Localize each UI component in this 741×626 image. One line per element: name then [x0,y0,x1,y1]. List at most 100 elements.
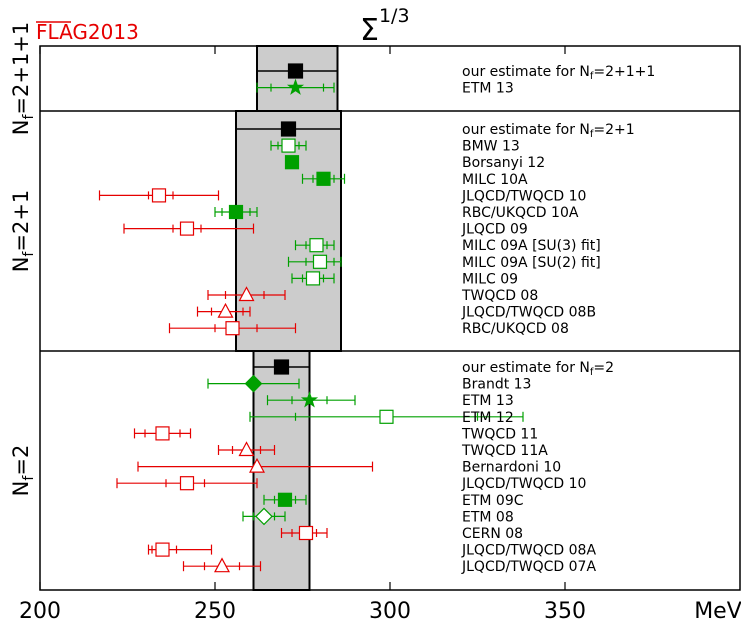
row-label: ETM 12 [462,410,514,426]
row-label-main: JLQCD/TWQCD 10 [461,188,586,204]
data-marks [98,63,524,573]
data-point [298,525,314,541]
data-point [228,204,244,220]
data-point [155,542,170,557]
data-point [217,302,234,318]
data-point [255,507,273,526]
data-point [155,426,170,441]
row-label: MILC 09 [462,271,518,287]
row-label: JLQCD/TWQCD 10 [461,476,586,492]
row-label-sub: f [590,71,594,82]
row-label: Brandt 13 [462,377,531,393]
data-point [281,138,296,153]
row-label-main: ETM 08 [462,509,514,525]
data-point [284,155,300,170]
row-label-rest: =2+1+1 [593,64,655,80]
row-label-main: JLQCD/TWQCD 08A [461,543,596,559]
chart-title: Σ1/3 [360,5,410,48]
x-tick-label: 250 [194,599,236,624]
row-label: JLQCD/TWQCD 08A [461,543,596,559]
row-label-main: MILC 10A [462,172,528,188]
row-label-main: JLQCD/TWQCD 10 [461,476,586,492]
row-label: JLQCD/TWQCD 07A [461,559,596,575]
row-label-main: RBC/UKQCD 10A [462,205,579,221]
row-label: TWQCD 08 [461,288,538,304]
data-point [316,171,331,186]
row-label: JLQCD 09 [461,222,528,238]
data-point [286,78,305,95]
group-label-main: N [9,481,33,497]
row-label-main: Bernardoni 10 [462,460,561,476]
row-label: CERN 08 [462,526,523,542]
data-point [151,188,167,203]
row-label: MILC 10A [462,172,528,188]
row-label-main: TWQCD 11 [461,426,538,442]
group-label-sub: f [21,251,37,257]
row-label: TWQCD 11A [461,443,548,459]
group-label-rest: =2 [9,445,33,476]
group-label: Nf=2+1 [9,190,37,273]
row-label: TWQCD 11 [461,426,538,442]
row-label-main: Borsanyi 12 [462,155,545,171]
row-label-main: MILC 09A [SU(2) fit] [462,255,601,271]
data-point [287,63,304,79]
group-label-sub: f [21,114,37,120]
x-tick-label: 300 [369,599,411,624]
plot-frame [39,45,741,591]
row-label: JLQCD/TWQCD 10 [461,188,586,204]
data-point [179,221,195,236]
row-label: RBC/UKQCD 10A [462,205,579,221]
row-label: MILC 09A [SU(2) fit] [462,255,601,271]
row-label: Bernardoni 10 [462,460,561,476]
row-label-main: Brandt 13 [462,377,531,393]
group-label-main: N [9,120,33,136]
row-label: ETM 13 [462,81,514,97]
row-label-main: ETM 13 [462,81,514,97]
data-point [238,286,255,302]
row-label: Borsanyi 12 [462,155,545,171]
chart-title-sup: 1/3 [379,5,410,27]
row-label: RBC/UKQCD 08 [462,321,569,337]
row-label-main: JLQCD 09 [461,222,528,238]
row-label: our estimate for Nf=2 [462,360,614,378]
row-label-main: our estimate for N [462,360,590,376]
row-label: our estimate for Nf=2+1 [462,122,635,140]
row-label-main: ETM 09C [462,493,524,509]
row-label: BMW 13 [462,139,520,155]
data-point [213,557,231,573]
group-label-sub: f [21,475,37,481]
row-label-sub: f [590,367,594,378]
group-label: Nf=2 [9,445,37,497]
flag-logo: FLAG2013 [36,20,139,44]
row-label: our estimate for Nf=2+1+1 [462,64,655,82]
row-label-main: ETM 13 [462,393,514,409]
data-point [300,391,319,408]
row-label-main: JLQCD/TWQCD 07A [461,559,596,575]
group-label: Nf=2+1+1 [9,22,37,136]
row-label-main: MILC 09 [462,271,518,287]
data-point [280,121,297,137]
data-point [273,359,290,375]
x-unit-label: MeV [694,599,741,624]
row-label-main: TWQCD 11A [461,443,548,459]
row-label: MILC 09A [SU(3) fit] [462,238,601,254]
row-label-main: ETM 12 [462,410,514,426]
row-label-main: MILC 09A [SU(3) fit] [462,238,601,254]
group-label-rest: =2+1 [9,190,33,252]
data-point [309,238,324,253]
data-point [244,374,263,393]
row-label-sub: f [590,129,594,140]
row-label-main: our estimate for N [462,64,590,80]
chart-title-base: Σ [360,13,379,48]
group-label-rest: =2+1+1 [9,22,33,115]
row-label-rest: =2+1 [593,122,634,138]
data-point [379,409,394,424]
data-point [248,457,266,473]
data-point [179,476,195,491]
x-tick-label: 350 [544,599,586,624]
data-point [225,321,240,336]
plot-border [39,45,741,591]
row-label: ETM 09C [462,493,524,509]
row-label-main: BMW 13 [462,139,520,155]
